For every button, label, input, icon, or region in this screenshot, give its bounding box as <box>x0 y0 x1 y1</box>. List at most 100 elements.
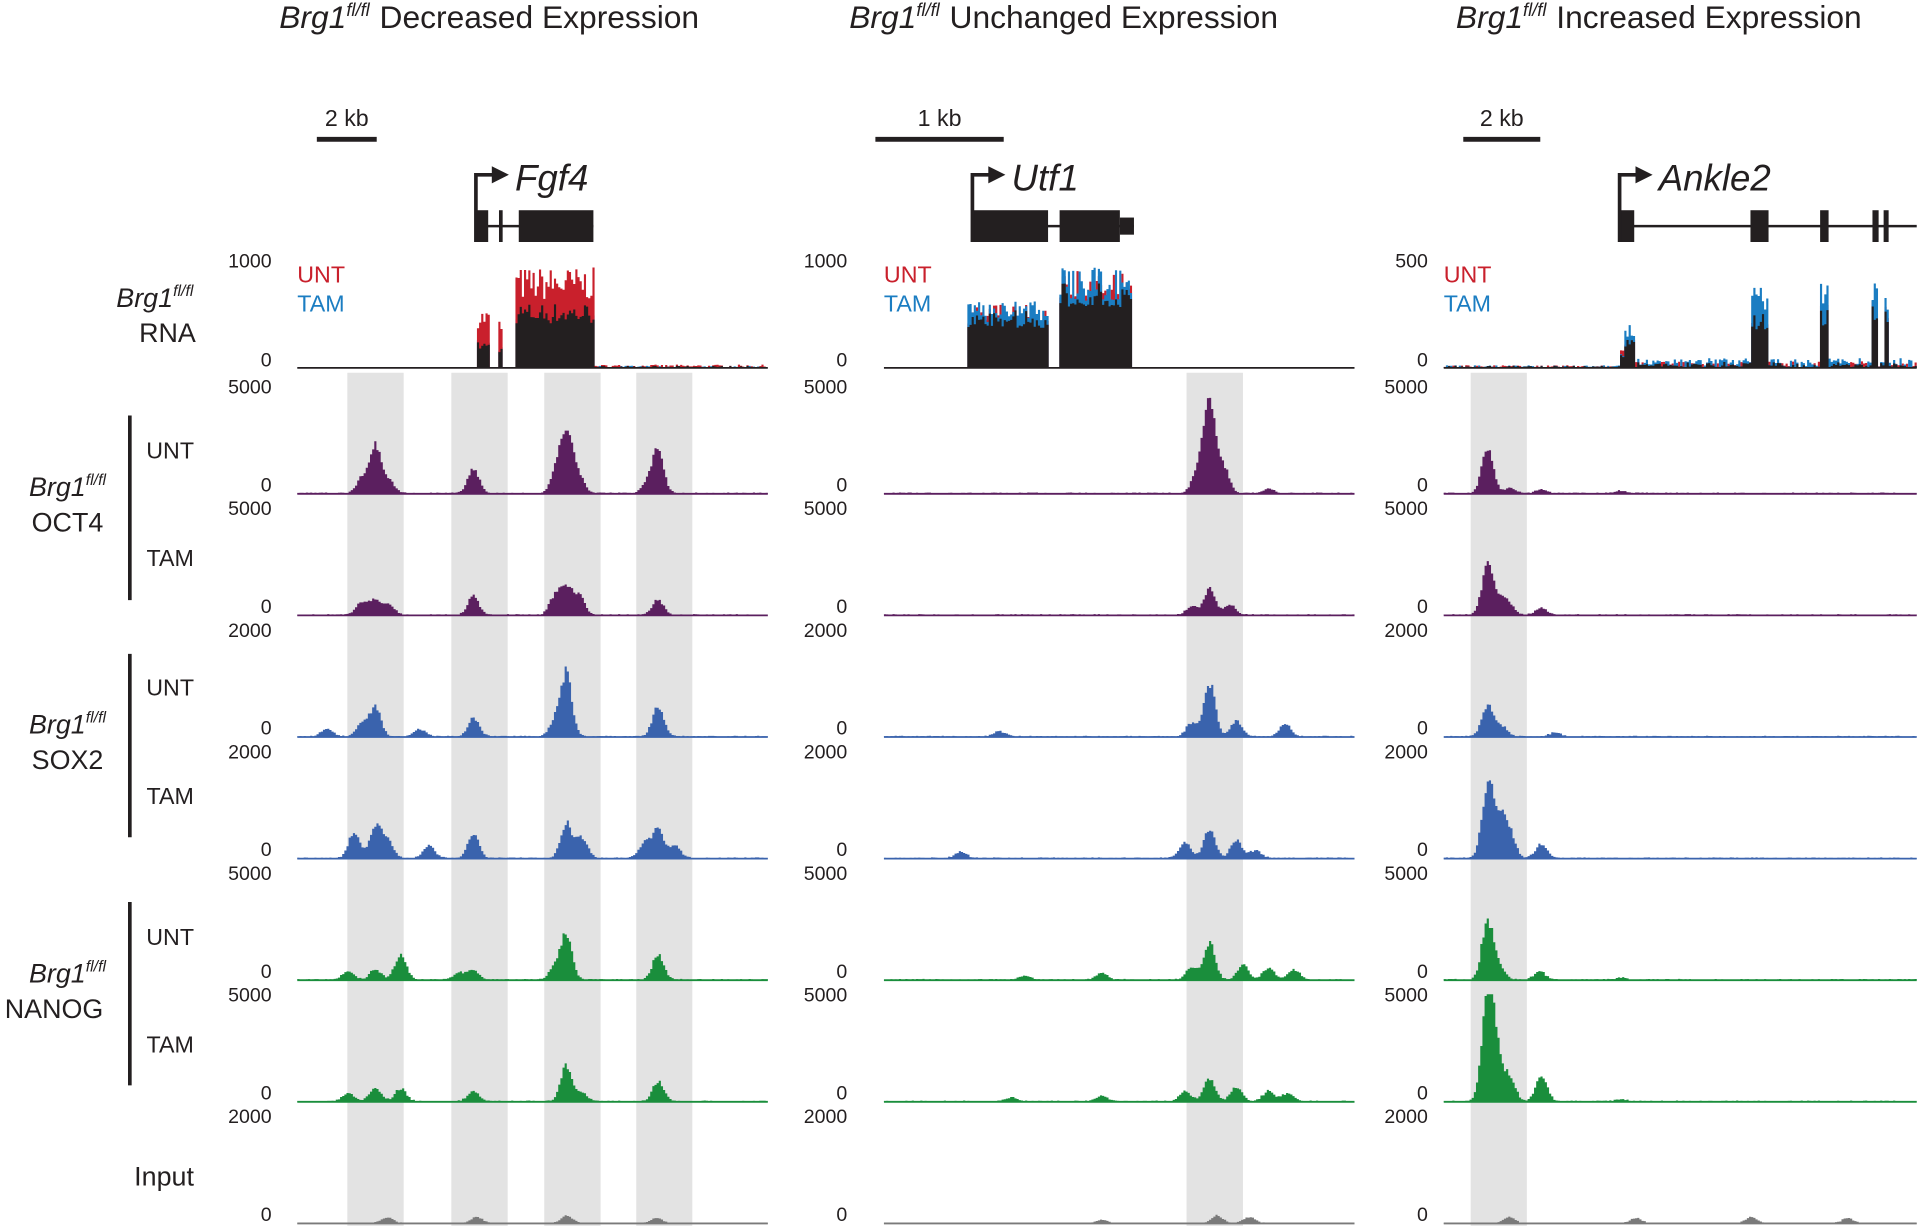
rna-tam-signal <box>1443 283 1917 368</box>
gene-name: Utf1 <box>1012 158 1079 199</box>
rna-unt-signal <box>1443 301 1917 368</box>
rna-axis-max: 500 <box>1395 251 1428 273</box>
oct4-tam-signal <box>883 587 1355 616</box>
gene-model: Utf1 <box>970 158 1134 243</box>
rna-axis-min: 0 <box>836 350 847 372</box>
nanog_tam-axis-min: 0 <box>836 1082 847 1104</box>
rna-overlap-signal <box>297 304 768 368</box>
highlight-region <box>1186 372 1243 1226</box>
tss-arrowhead-icon <box>1635 166 1653 184</box>
oct4-unt-label: UNT <box>146 437 194 463</box>
gene-exon <box>1872 210 1879 242</box>
sox2_unt-axis-min: 0 <box>261 718 272 740</box>
nanog_tam-axis-max: 5000 <box>228 985 272 1007</box>
oct4-tam-label: TAM <box>147 545 194 571</box>
sox2-tam-signal <box>297 820 768 859</box>
rna-axis-max: 1000 <box>228 251 272 273</box>
input-axis-min: 0 <box>1417 1204 1428 1226</box>
sox2_unt-axis-min: 0 <box>836 718 847 740</box>
sox2-tam-label: TAM <box>147 783 194 809</box>
sox2_tam-axis-min: 0 <box>836 839 847 861</box>
oct4_tam-axis-max: 5000 <box>1384 498 1428 520</box>
highlight-region <box>636 372 693 1226</box>
rna-overlap-signal <box>883 283 1355 368</box>
sox2-unt-label: UNT <box>146 674 194 700</box>
rna-axis-min: 0 <box>1417 350 1428 372</box>
gene-exon <box>1119 217 1134 235</box>
oct4_unt-axis-max: 5000 <box>1384 377 1428 399</box>
nanog_unt-axis-min: 0 <box>836 961 847 983</box>
nanog-tam-label: TAM <box>147 1031 194 1057</box>
nanog_tam-axis-min: 0 <box>261 1082 272 1104</box>
oct4-row-label: OCT4 <box>32 508 104 538</box>
input-signal <box>297 1215 768 1224</box>
rna-overlap-signal <box>1443 306 1917 368</box>
input-signal <box>883 1214 1355 1224</box>
oct4-genotype-label: Brg1fl/fl <box>29 472 107 502</box>
rna-axis-min: 0 <box>261 350 272 372</box>
nanog_unt-axis-max: 5000 <box>804 863 848 885</box>
oct4-unt-signal <box>297 430 768 494</box>
panels: Brg1 fl/fl Decreased Expression 2 kb Fgf4 100… <box>228 0 1917 1226</box>
panel-title: Brg1fl/fl Unchanged Expression <box>849 0 1278 35</box>
nanog-unt-signal <box>883 941 1355 981</box>
sox2-unt-signal <box>1443 704 1917 737</box>
sox2-genotype-label: Brg1fl/fl <box>29 709 107 739</box>
sox2_tam-axis-max: 2000 <box>804 741 848 763</box>
gene-exon <box>1750 210 1769 242</box>
tss-arrow-icon <box>1617 172 1637 243</box>
sox2_unt-axis-max: 2000 <box>228 620 272 642</box>
title-genotype: Brg1 <box>849 0 916 35</box>
sox2-tam-signal <box>1443 780 1917 859</box>
panel-title: Brg1fl/fl Decreased Expression <box>279 0 699 35</box>
nanog-unt-signal <box>1443 918 1917 981</box>
title-text: Unchanged Expression <box>950 0 1278 35</box>
oct4-unt-signal <box>1443 450 1917 494</box>
panel-utf1: Brg1fl/fl Unchanged Expression 1 kb Utf1 100… <box>804 0 1355 1226</box>
nanog-unt-signal <box>297 933 768 981</box>
gene-name: Fgf4 <box>515 158 588 199</box>
title-genotype-superscript: fl/fl <box>1523 0 1547 20</box>
nanog_tam-axis-max: 5000 <box>1384 985 1428 1007</box>
sox2_tam-axis-min: 0 <box>1417 839 1428 861</box>
sox2_unt-axis-max: 2000 <box>804 620 848 642</box>
panel-fgf4: Brg1fl/fl Decreased Expression 2 kb Fgf4 100… <box>228 0 768 1226</box>
sox2-row-label: SOX2 <box>32 745 104 775</box>
title-text: Decreased Expression <box>380 0 700 35</box>
nanog-tam-signal <box>1443 994 1917 1102</box>
input-axis-min: 0 <box>836 1204 847 1226</box>
input-axis-max: 2000 <box>804 1106 848 1128</box>
input-axis-max: 2000 <box>1384 1106 1428 1128</box>
scale-bar-label: 1 kb <box>918 105 962 131</box>
gene-exon <box>518 210 594 242</box>
rna-row-label: RNA <box>139 318 196 348</box>
oct4_unt-axis-min: 0 <box>261 474 272 496</box>
scale-bar-label: 2 kb <box>1480 105 1524 131</box>
gene-exon <box>1059 210 1120 242</box>
oct4-tam-signal <box>1443 561 1917 616</box>
input-axis-max: 2000 <box>228 1106 272 1128</box>
scale-bar-label: 2 kb <box>325 105 369 131</box>
sox2_tam-axis-max: 2000 <box>228 741 272 763</box>
sox2_tam-axis-min: 0 <box>261 839 272 861</box>
tss-arrow-icon <box>970 172 990 243</box>
input-axis-min: 0 <box>261 1204 272 1226</box>
rna-genotype-label: Brg1fl/fl <box>116 283 194 313</box>
highlight-region <box>451 372 508 1226</box>
oct4_tam-axis-min: 0 <box>1417 596 1428 618</box>
oct4_unt-axis-min: 0 <box>1417 474 1428 496</box>
oct4_tam-axis-min: 0 <box>261 596 272 618</box>
tss-arrow-icon <box>474 172 494 243</box>
nanog_unt-axis-max: 5000 <box>228 863 272 885</box>
nanog_unt-axis-min: 0 <box>1417 961 1428 983</box>
legend-tam: TAM <box>297 291 344 317</box>
oct4_tam-axis-min: 0 <box>836 596 847 618</box>
highlight-region <box>347 372 404 1226</box>
oct4_unt-axis-max: 5000 <box>804 377 848 399</box>
oct4-unt-signal <box>883 397 1355 494</box>
title-genotype-superscript: fl/fl <box>346 0 370 20</box>
nanog_unt-axis-max: 5000 <box>1384 863 1428 885</box>
oct4_unt-axis-min: 0 <box>836 474 847 496</box>
title-text: Increased Expression <box>1556 0 1861 35</box>
nanog-genotype-label: Brg1fl/fl <box>29 959 107 989</box>
